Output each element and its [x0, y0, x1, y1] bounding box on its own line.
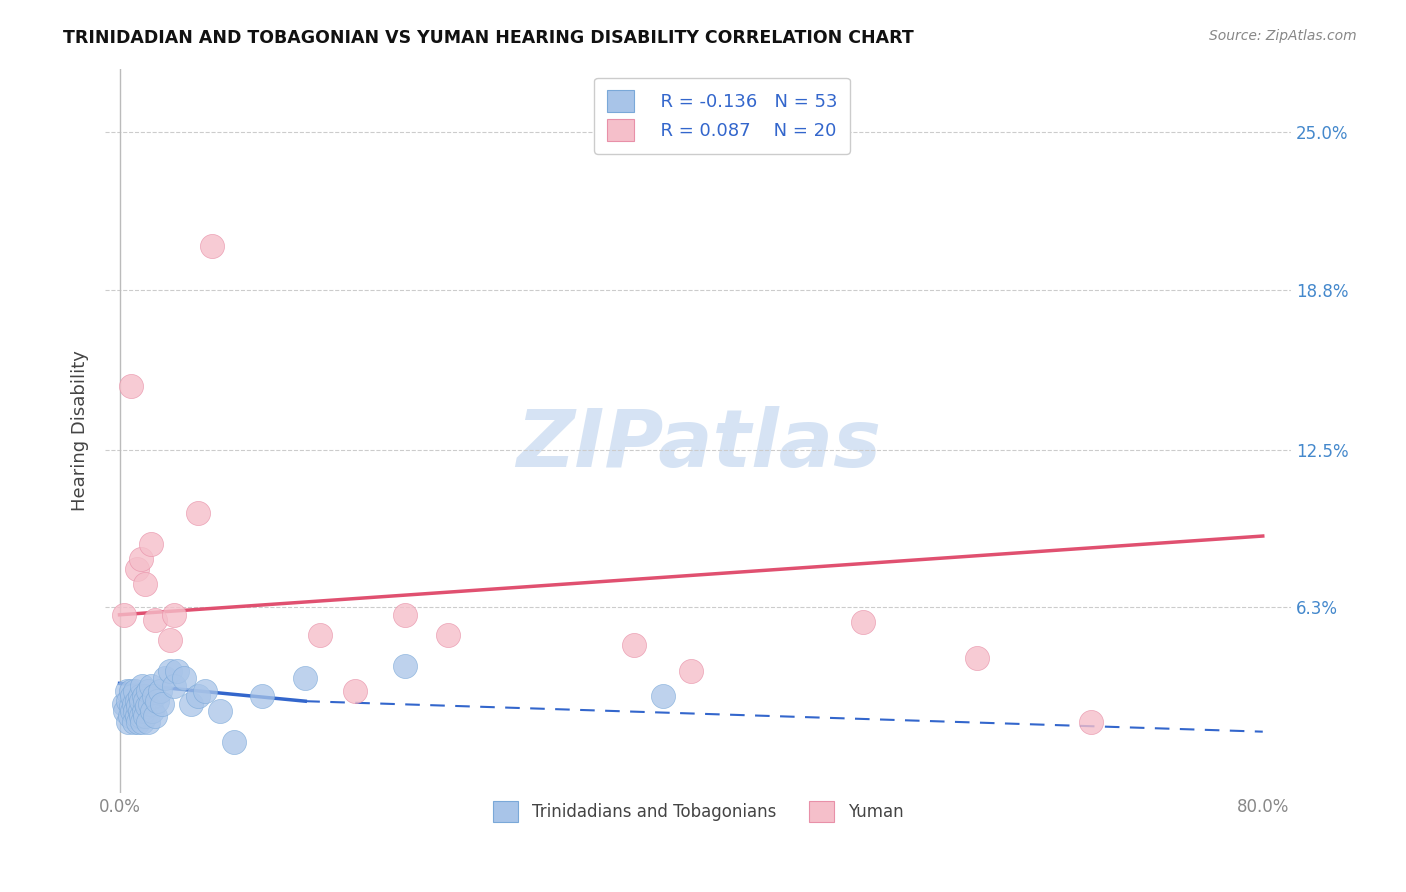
Point [138, 697, 160, 711]
Point [129, 694, 152, 708]
Point [120, 699, 142, 714]
Point [112, 607, 135, 622]
Point [163, 607, 186, 622]
Point [132, 704, 155, 718]
Point [159, 633, 181, 648]
Point [115, 684, 138, 698]
Point [148, 684, 170, 698]
Point [122, 714, 145, 729]
Point [129, 709, 152, 723]
Point [222, 735, 245, 749]
Point [117, 694, 139, 708]
Point [134, 694, 156, 708]
Point [344, 684, 367, 698]
Point [121, 689, 143, 703]
Point [134, 577, 156, 591]
Point [125, 562, 148, 576]
Point [651, 689, 673, 703]
Point [143, 709, 166, 723]
Point [852, 615, 875, 630]
Point [294, 671, 316, 685]
Point [437, 628, 460, 642]
Point [159, 664, 181, 678]
Point [145, 694, 167, 708]
Point [187, 506, 209, 520]
Point [131, 714, 153, 729]
Legend: Trinidadians and Tobagonians, Yuman: Trinidadians and Tobagonians, Yuman [479, 788, 917, 835]
Point [122, 697, 145, 711]
Point [128, 704, 150, 718]
Point [1080, 714, 1102, 729]
Point [252, 689, 274, 703]
Point [681, 664, 703, 678]
Point [966, 651, 988, 665]
Point [135, 699, 157, 714]
Point [120, 684, 142, 698]
Point [124, 704, 146, 718]
Point [394, 658, 416, 673]
Point [142, 689, 165, 703]
Text: Source: ZipAtlas.com: Source: ZipAtlas.com [1209, 29, 1357, 43]
Point [125, 694, 148, 708]
Point [127, 714, 149, 729]
Point [120, 379, 142, 393]
Point [127, 699, 149, 714]
Point [623, 638, 645, 652]
Point [114, 704, 136, 718]
Point [134, 709, 156, 723]
Point [124, 684, 146, 698]
Point [143, 613, 166, 627]
Point [166, 664, 188, 678]
Point [136, 684, 159, 698]
Point [121, 704, 143, 718]
Point [132, 689, 155, 703]
Y-axis label: Hearing Disability: Hearing Disability [72, 351, 89, 511]
Point [208, 704, 231, 718]
Point [163, 679, 186, 693]
Point [150, 697, 173, 711]
Point [194, 684, 217, 698]
Point [187, 689, 209, 703]
Text: ZIPatlas: ZIPatlas [516, 406, 880, 484]
Point [117, 714, 139, 729]
Point [141, 704, 163, 718]
Point [155, 671, 177, 685]
Point [112, 697, 135, 711]
Point [201, 239, 224, 253]
Point [136, 714, 159, 729]
Point [129, 552, 152, 566]
Point [139, 536, 162, 550]
Text: TRINIDADIAN AND TOBAGONIAN VS YUMAN HEARING DISABILITY CORRELATION CHART: TRINIDADIAN AND TOBAGONIAN VS YUMAN HEAR… [63, 29, 914, 46]
Point [139, 679, 162, 693]
Point [180, 697, 202, 711]
Point [173, 671, 195, 685]
Point [118, 709, 141, 723]
Point [128, 689, 150, 703]
Point [394, 607, 416, 622]
Point [308, 628, 330, 642]
Point [131, 679, 153, 693]
Point [125, 709, 148, 723]
